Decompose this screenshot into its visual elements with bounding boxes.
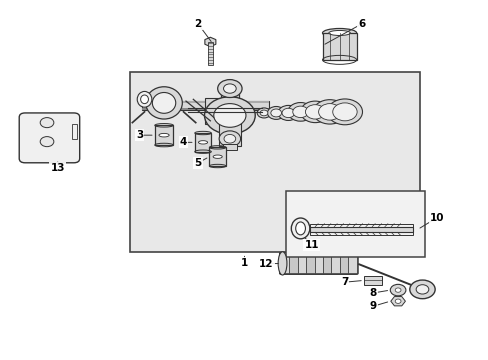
Circle shape	[287, 103, 313, 121]
Bar	[347, 253, 356, 273]
Bar	[310, 226, 412, 232]
Bar	[155, 125, 173, 145]
Circle shape	[409, 280, 434, 299]
Circle shape	[267, 107, 285, 120]
Text: 11: 11	[304, 240, 318, 250]
Text: 3: 3	[136, 130, 143, 140]
Circle shape	[300, 101, 329, 123]
Ellipse shape	[328, 31, 349, 36]
Bar	[297, 253, 305, 273]
Text: 5: 5	[194, 158, 202, 168]
Ellipse shape	[278, 252, 286, 275]
Bar	[314, 253, 323, 273]
Circle shape	[394, 288, 400, 292]
Circle shape	[292, 106, 308, 118]
FancyBboxPatch shape	[223, 144, 236, 149]
Circle shape	[213, 104, 245, 127]
Circle shape	[305, 105, 325, 119]
Ellipse shape	[145, 87, 182, 119]
Bar	[323, 253, 331, 273]
Circle shape	[219, 131, 240, 147]
Circle shape	[282, 108, 294, 118]
Bar	[285, 191, 424, 257]
Bar	[322, 33, 356, 60]
Bar	[72, 125, 77, 139]
Bar	[142, 101, 268, 103]
Circle shape	[318, 104, 340, 120]
Circle shape	[278, 105, 298, 121]
Bar	[289, 253, 297, 273]
Circle shape	[270, 109, 281, 117]
Circle shape	[217, 80, 242, 98]
Text: 13: 13	[50, 163, 65, 173]
Bar	[305, 253, 314, 273]
Ellipse shape	[159, 134, 169, 137]
Text: 6: 6	[357, 19, 365, 29]
Bar	[331, 253, 339, 273]
Ellipse shape	[322, 28, 356, 37]
Circle shape	[204, 97, 255, 134]
Bar	[221, 89, 238, 119]
Circle shape	[327, 99, 362, 125]
Ellipse shape	[291, 218, 309, 239]
Text: 10: 10	[429, 213, 444, 222]
Ellipse shape	[295, 222, 305, 235]
Bar	[194, 133, 211, 152]
Bar	[339, 253, 347, 273]
Circle shape	[313, 100, 346, 124]
Text: 9: 9	[369, 301, 376, 311]
Bar	[207, 42, 212, 65]
Bar	[363, 276, 382, 285]
Circle shape	[40, 118, 54, 128]
Ellipse shape	[152, 93, 175, 113]
Bar	[310, 224, 412, 235]
Bar	[142, 101, 268, 110]
Circle shape	[260, 110, 267, 116]
Circle shape	[415, 285, 428, 294]
Ellipse shape	[198, 141, 207, 144]
Bar	[219, 119, 240, 146]
Text: 1: 1	[241, 258, 247, 268]
Circle shape	[394, 299, 400, 303]
Polygon shape	[390, 297, 405, 306]
Text: 4: 4	[180, 138, 187, 147]
Text: 8: 8	[369, 288, 376, 298]
Circle shape	[257, 108, 270, 118]
Circle shape	[332, 103, 356, 121]
Circle shape	[389, 284, 405, 296]
Bar	[281, 253, 289, 273]
Bar	[130, 72, 419, 252]
Circle shape	[40, 136, 54, 147]
Ellipse shape	[213, 155, 222, 158]
Text: 2: 2	[194, 19, 202, 29]
Circle shape	[223, 84, 236, 93]
Circle shape	[224, 134, 235, 143]
Text: 7: 7	[340, 277, 347, 287]
Polygon shape	[204, 37, 215, 46]
FancyBboxPatch shape	[19, 113, 80, 163]
Ellipse shape	[141, 95, 148, 104]
Text: 12: 12	[259, 258, 273, 269]
Bar	[205, 98, 234, 125]
Bar	[142, 108, 268, 110]
Ellipse shape	[137, 91, 152, 107]
Bar	[209, 147, 225, 166]
